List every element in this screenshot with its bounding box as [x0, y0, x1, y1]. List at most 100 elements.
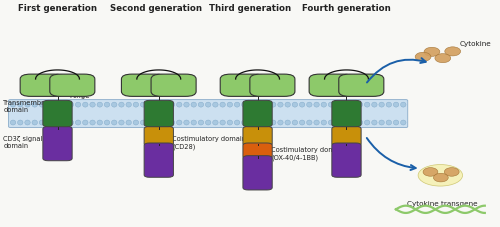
Ellipse shape: [379, 121, 384, 126]
Ellipse shape: [278, 121, 283, 126]
Text: scFv: scFv: [29, 82, 45, 88]
Ellipse shape: [198, 121, 203, 126]
Ellipse shape: [25, 121, 30, 126]
Ellipse shape: [328, 103, 334, 108]
Ellipse shape: [133, 103, 138, 108]
Ellipse shape: [424, 48, 440, 57]
FancyBboxPatch shape: [151, 75, 196, 97]
Text: First generation: First generation: [18, 4, 97, 13]
Ellipse shape: [435, 54, 450, 63]
Ellipse shape: [10, 103, 16, 108]
Ellipse shape: [176, 103, 182, 108]
Ellipse shape: [32, 103, 38, 108]
Ellipse shape: [118, 121, 124, 126]
Ellipse shape: [234, 103, 240, 108]
Ellipse shape: [46, 103, 52, 108]
Ellipse shape: [350, 103, 356, 108]
FancyBboxPatch shape: [243, 156, 272, 190]
Ellipse shape: [357, 103, 362, 108]
FancyBboxPatch shape: [332, 101, 361, 127]
FancyBboxPatch shape: [50, 75, 95, 97]
Ellipse shape: [379, 103, 384, 108]
Ellipse shape: [140, 103, 146, 108]
Ellipse shape: [445, 48, 460, 57]
Ellipse shape: [364, 121, 370, 126]
Ellipse shape: [386, 103, 392, 108]
Ellipse shape: [54, 103, 59, 108]
Ellipse shape: [112, 103, 117, 108]
Ellipse shape: [434, 173, 448, 182]
Ellipse shape: [68, 121, 73, 126]
Ellipse shape: [372, 121, 377, 126]
Ellipse shape: [176, 121, 182, 126]
FancyArrowPatch shape: [367, 138, 416, 170]
Ellipse shape: [343, 121, 348, 126]
Ellipse shape: [61, 103, 66, 108]
Ellipse shape: [444, 168, 459, 176]
Ellipse shape: [350, 121, 356, 126]
Ellipse shape: [97, 121, 102, 126]
Ellipse shape: [256, 103, 262, 108]
Ellipse shape: [386, 121, 392, 126]
Ellipse shape: [300, 121, 305, 126]
Ellipse shape: [155, 121, 160, 126]
FancyBboxPatch shape: [43, 101, 72, 127]
Ellipse shape: [400, 121, 406, 126]
FancyBboxPatch shape: [332, 127, 361, 146]
Text: Second generation: Second generation: [110, 4, 202, 13]
FancyBboxPatch shape: [20, 75, 65, 97]
Ellipse shape: [314, 103, 320, 108]
Ellipse shape: [227, 103, 232, 108]
Ellipse shape: [285, 103, 290, 108]
Text: Cytokine transgene: Cytokine transgene: [408, 200, 478, 206]
FancyArrowPatch shape: [367, 59, 426, 83]
Ellipse shape: [112, 121, 117, 126]
Ellipse shape: [61, 121, 66, 126]
FancyBboxPatch shape: [220, 75, 266, 97]
Ellipse shape: [32, 121, 38, 126]
Ellipse shape: [18, 103, 23, 108]
Ellipse shape: [242, 103, 247, 108]
FancyBboxPatch shape: [250, 75, 295, 97]
Ellipse shape: [300, 103, 305, 108]
Ellipse shape: [191, 121, 196, 126]
Text: Fourth generation: Fourth generation: [302, 4, 391, 13]
Ellipse shape: [198, 103, 203, 108]
Ellipse shape: [39, 103, 44, 108]
Ellipse shape: [39, 121, 44, 126]
Ellipse shape: [54, 121, 59, 126]
Ellipse shape: [118, 103, 124, 108]
Text: Costimulatory domain
(OX-40/4-1BB): Costimulatory domain (OX-40/4-1BB): [271, 147, 345, 160]
Ellipse shape: [270, 121, 276, 126]
Ellipse shape: [206, 121, 211, 126]
Ellipse shape: [184, 103, 189, 108]
FancyBboxPatch shape: [243, 143, 272, 159]
Ellipse shape: [306, 103, 312, 108]
Ellipse shape: [234, 121, 240, 126]
Ellipse shape: [292, 121, 298, 126]
Ellipse shape: [256, 121, 262, 126]
Ellipse shape: [321, 121, 326, 126]
Ellipse shape: [264, 103, 268, 108]
Ellipse shape: [314, 121, 320, 126]
Text: Hinge: Hinge: [70, 93, 90, 99]
Ellipse shape: [343, 103, 348, 108]
Ellipse shape: [249, 121, 254, 126]
Ellipse shape: [68, 103, 73, 108]
Ellipse shape: [357, 121, 362, 126]
Ellipse shape: [306, 121, 312, 126]
Ellipse shape: [104, 103, 110, 108]
FancyBboxPatch shape: [339, 75, 384, 97]
Ellipse shape: [394, 103, 399, 108]
Text: Cytokine: Cytokine: [460, 41, 492, 47]
Ellipse shape: [133, 121, 138, 126]
Text: Costimulatory domain
(CD28): Costimulatory domain (CD28): [172, 136, 246, 149]
FancyBboxPatch shape: [122, 75, 166, 97]
Ellipse shape: [206, 103, 211, 108]
FancyBboxPatch shape: [243, 127, 272, 146]
Text: Third generation: Third generation: [209, 4, 291, 13]
FancyBboxPatch shape: [332, 143, 361, 178]
Ellipse shape: [278, 103, 283, 108]
Ellipse shape: [227, 121, 232, 126]
Ellipse shape: [372, 103, 377, 108]
